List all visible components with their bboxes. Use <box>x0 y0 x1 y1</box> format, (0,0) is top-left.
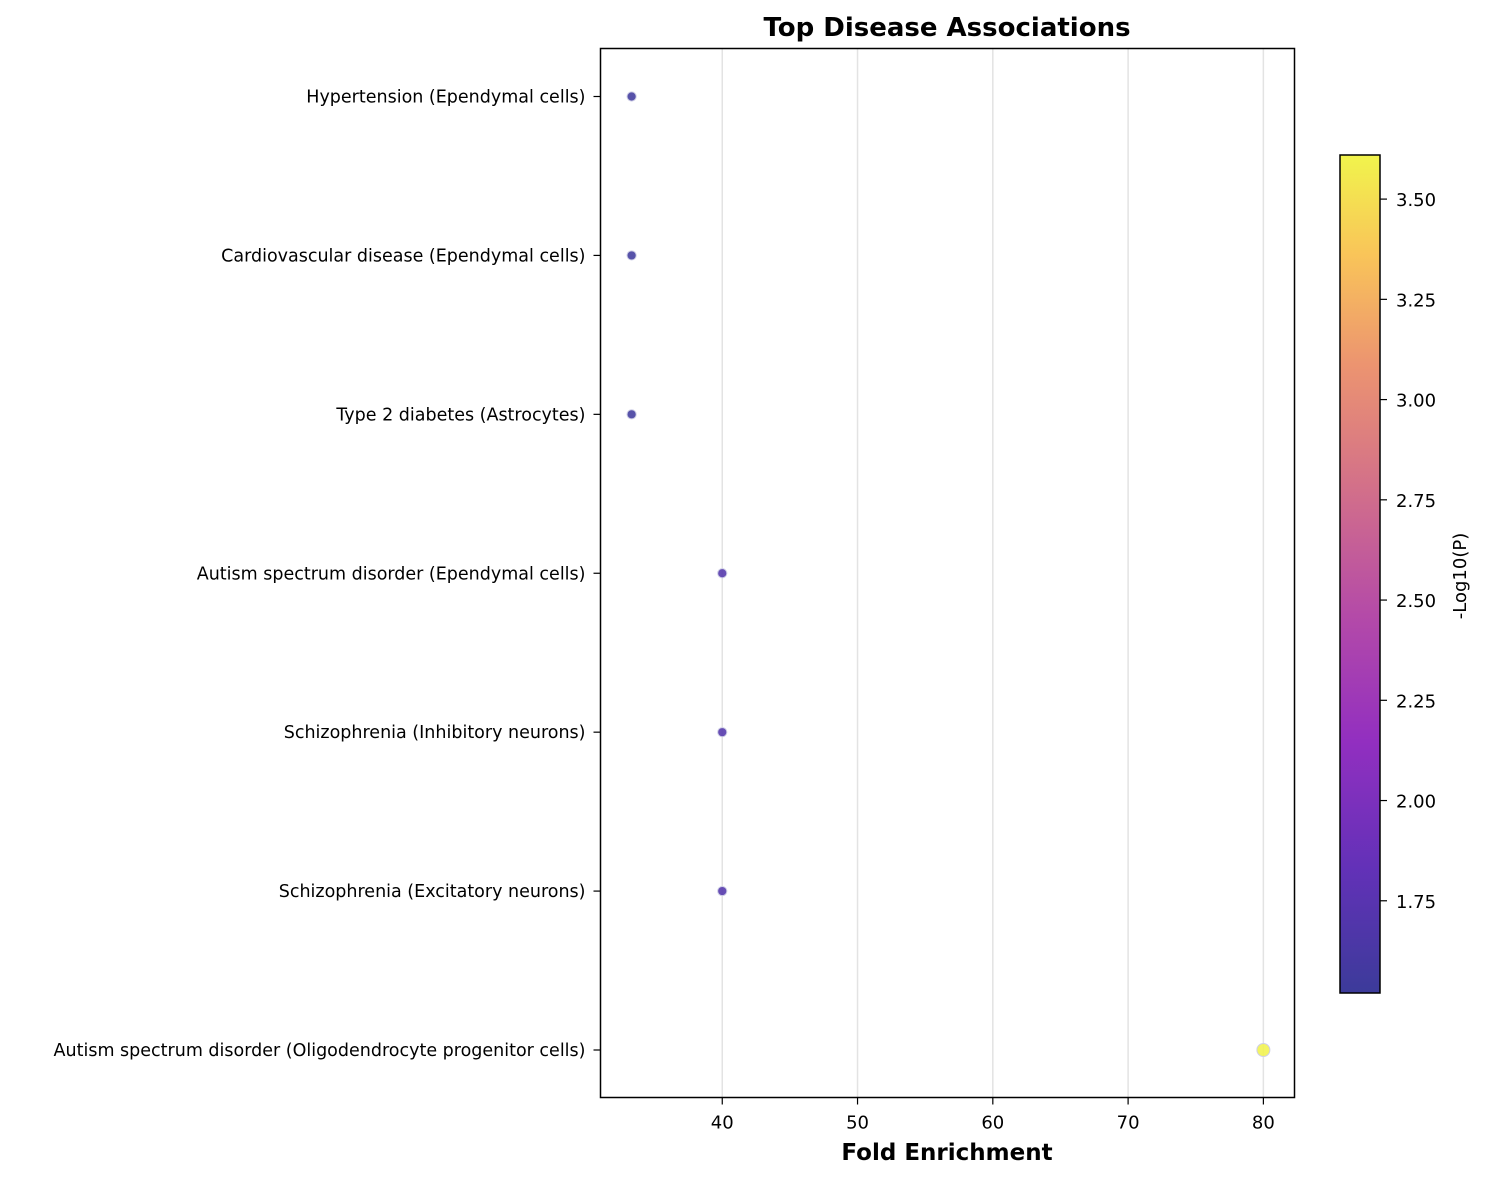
y-tick-label: Hypertension (Ependymal cells) <box>306 88 585 108</box>
data-point <box>717 727 728 738</box>
data-point <box>1256 1043 1271 1057</box>
colorbar-tick-label: 2.75 <box>1396 491 1436 512</box>
data-point <box>717 885 728 897</box>
y-tick-label: Type 2 diabetes (Astrocytes) <box>335 405 585 425</box>
colorbar-tick-label: 3.50 <box>1396 190 1436 211</box>
y-tick-label: Cardiovascular disease (Ependymal cells) <box>221 246 585 266</box>
data-point <box>626 409 637 420</box>
colorbar-tick-label: 3.25 <box>1396 290 1436 311</box>
colorbar-label: -Log10(P) <box>1450 533 1471 619</box>
x-tick-label: 40 <box>711 1113 734 1134</box>
colorbar-tick-label: 1.75 <box>1396 892 1436 913</box>
data-point <box>626 91 637 102</box>
colorbar-gradient <box>1340 155 1380 993</box>
colorbar-frame <box>1339 154 1381 994</box>
colorbar-tick-label: 2.00 <box>1396 792 1436 813</box>
data-point <box>717 568 728 579</box>
colorbar-tick-label: 2.25 <box>1396 691 1436 712</box>
plot-frame <box>599 47 1296 1099</box>
colorbar-ticks: 1.75 2.00 2.25 2.50 2.75 3.00 3.25 3.50 <box>1380 190 1436 913</box>
chart-title: Top Disease Associations <box>763 13 1130 43</box>
x-axis-label: Fold Enrichment <box>841 1140 1052 1166</box>
x-tick-label: 60 <box>981 1113 1004 1134</box>
x-tick-label: 50 <box>846 1113 869 1134</box>
grid-lines <box>721 48 1265 1098</box>
data-points <box>626 91 1271 1057</box>
y-axis-ticks: Hypertension (Ependymal cells) Cardiovasc… <box>54 88 601 1061</box>
data-point <box>626 250 637 261</box>
y-tick-label: Autism spectrum disorder (Ependymal cell… <box>197 564 586 584</box>
x-axis-ticks: 40 50 60 70 80 <box>711 1097 1275 1134</box>
x-tick-label: 80 <box>1252 1113 1275 1134</box>
colorbar-tick-label: 2.50 <box>1396 591 1436 612</box>
x-tick-label: 70 <box>1117 1113 1140 1134</box>
y-tick-label: Schizophrenia (Inhibitory neurons) <box>284 723 586 743</box>
y-tick-label: Schizophrenia (Excitatory neurons) <box>279 882 586 902</box>
y-tick-label: Autism spectrum disorder (Oligodendrocyt… <box>54 1041 586 1061</box>
colorbar-tick-label: 3.00 <box>1396 391 1436 412</box>
